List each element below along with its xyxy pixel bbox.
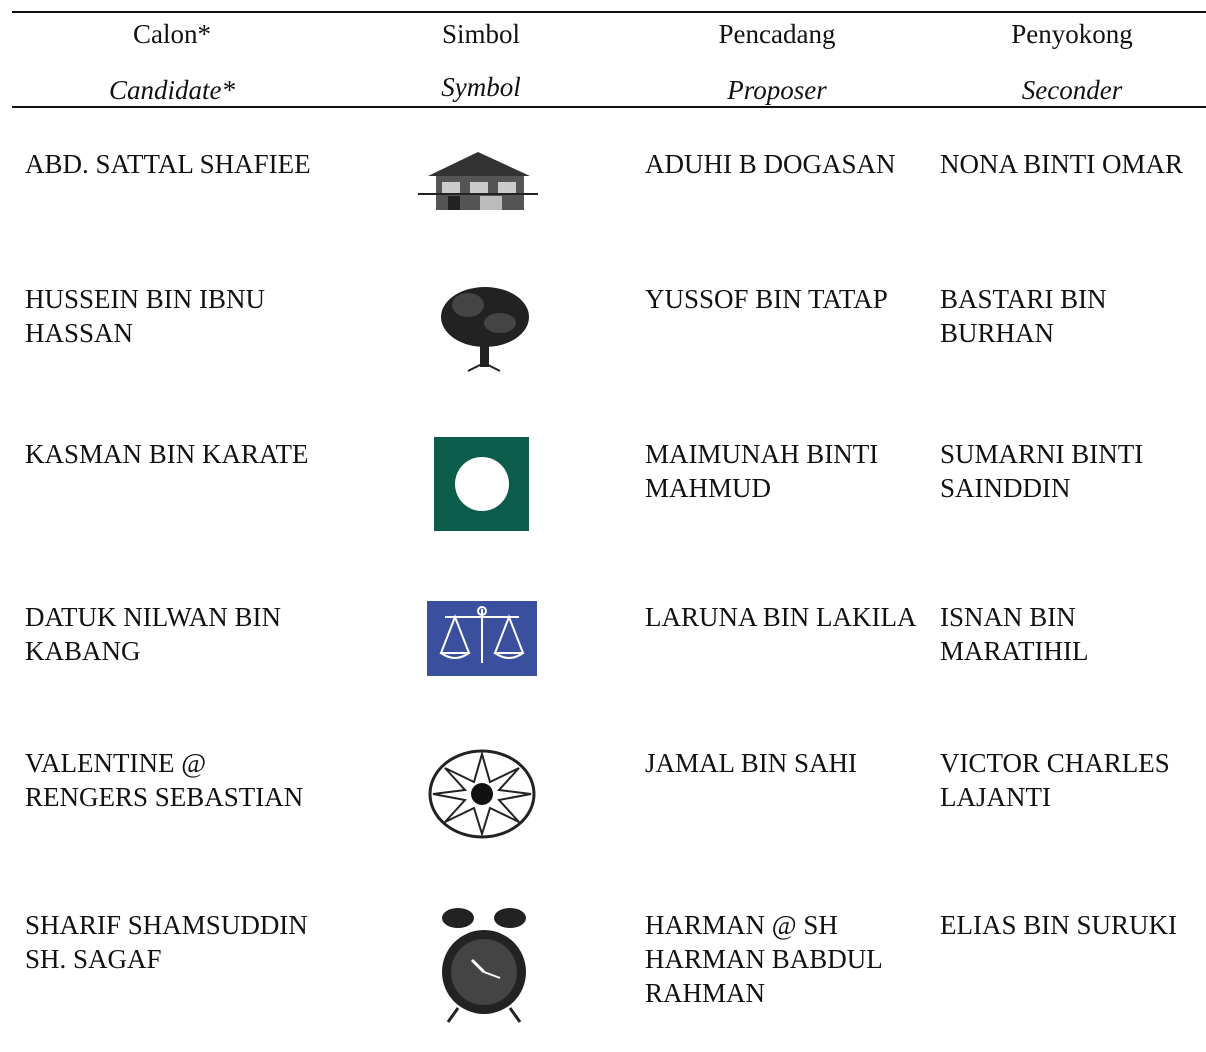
header-label: Penyokong [1011,19,1133,49]
seconder-name: ISNAN BIN [940,602,1076,632]
seconder-name: LAJANTI [940,782,1051,812]
header-label-en: Symbol [441,72,521,102]
header-label-en: Candidate* [109,75,235,105]
seconder-name: ELIAS BIN SURUKI [940,910,1178,940]
proposer-name: HARMAN BABDUL [645,944,883,974]
symbol-scales [427,601,537,676]
proposer-name: YUSSOF BIN TATAP [645,284,888,314]
proposer-name: ADUHI B DOGASAN [645,149,896,179]
seconder-name: SUMARNI BINTI [940,439,1144,469]
header-label: Simbol [441,19,521,49]
proposer-name: JAMAL BIN SAHI [645,748,858,778]
proposer-name: RAHMAN [645,978,766,1008]
seconder-name: MARATIHIL [940,636,1089,666]
seconder-name: SAINDDIN [940,473,1071,503]
candidate-name: DATUK NILWAN BIN [25,602,281,632]
candidate-name: SH. SAGAF [25,944,162,974]
candidate-name: HUSSEIN BIN IBNU [25,284,266,314]
candidate-name: RENGERS SEBASTIAN [25,782,304,812]
seconder-name: BASTARI BIN [940,284,1107,314]
symbol-compass [428,749,536,839]
symbol-clock [442,908,526,1023]
symbol-tree [441,287,529,372]
symbol-house [418,152,538,210]
header-rule [12,106,1206,108]
seconder-name: BURHAN [940,318,1055,348]
top-rule [12,11,1206,13]
proposer-name: MAIMUNAH BINTI [645,439,879,469]
candidate-name: ABD. SATTAL SHAFIEE [25,149,311,179]
seconder-name: VICTOR CHARLES [940,748,1170,778]
proposer-name: LARUNA BIN LAKILA [645,602,917,632]
proposer-name: MAHMUD [645,473,772,503]
candidate-name: KABANG [25,636,141,666]
candidate-name: VALENTINE @ [25,748,207,778]
header-label-en: Seconder [1021,75,1123,105]
candidate-name: HASSAN [25,318,134,348]
proposer-name: HARMAN @ SH [645,910,838,940]
header-label-en: Proposer [727,75,827,105]
symbol-moon-square [434,437,529,531]
header-label: Pencadang [718,19,836,49]
seconder-name: NONA BINTI OMAR [940,149,1183,179]
header-label: Calon* [133,19,211,49]
candidate-name: KASMAN BIN KARATE [25,439,309,469]
candidate-name: SHARIF SHAMSUDDIN [25,910,308,940]
